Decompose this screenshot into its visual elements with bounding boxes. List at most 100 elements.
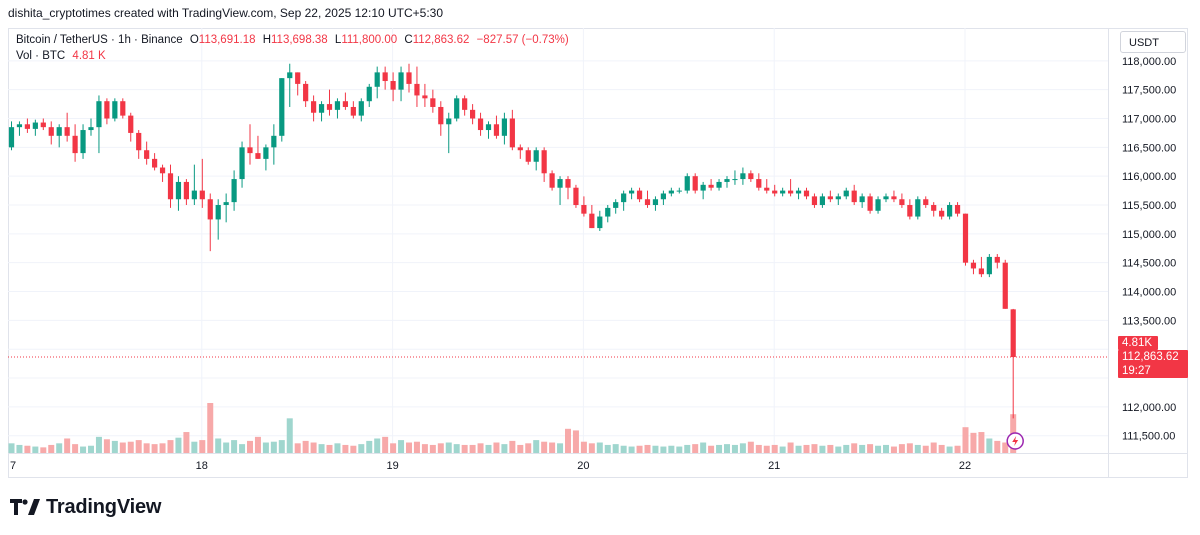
volume-bar bbox=[557, 443, 564, 453]
chart-frame: 111,500.00 112,000.00 113,500.00 114,000.00… bbox=[8, 28, 1188, 478]
volume-bar bbox=[398, 440, 405, 453]
volume-bar bbox=[318, 444, 325, 453]
chart-caption: dishita_cryptotimes created with Trading… bbox=[8, 6, 444, 20]
candle-body bbox=[446, 118, 452, 125]
volume-bar bbox=[382, 436, 389, 453]
volume-bar bbox=[215, 438, 222, 453]
candle-body bbox=[1002, 262, 1008, 309]
candle-body bbox=[636, 190, 643, 200]
volume-bar bbox=[421, 444, 428, 453]
candle-body bbox=[835, 196, 841, 200]
currency-button[interactable]: USDT bbox=[1120, 31, 1186, 53]
volume-bar bbox=[541, 441, 548, 453]
volume-bar bbox=[644, 444, 651, 453]
lightning-icon bbox=[1012, 436, 1019, 446]
candle-body bbox=[247, 147, 253, 154]
candle-body bbox=[390, 81, 396, 90]
y-tick-label: 114,500.00 bbox=[1122, 258, 1176, 270]
candle-body bbox=[899, 199, 905, 206]
candle-body bbox=[326, 104, 333, 110]
volume-bar bbox=[779, 446, 786, 453]
legend-low-value: 111,800.00 bbox=[341, 34, 398, 46]
candle-body bbox=[700, 184, 706, 191]
candle-body bbox=[263, 147, 269, 159]
y-tick-label: 117,500.00 bbox=[1122, 85, 1176, 97]
tradingview-brand[interactable]: TradingView bbox=[10, 495, 161, 519]
volume-bar bbox=[493, 442, 500, 453]
volume-bar bbox=[898, 444, 905, 453]
candle-body bbox=[56, 127, 62, 136]
volume-bar bbox=[525, 443, 532, 453]
candle-body bbox=[144, 150, 150, 159]
y-tick-label: 118,000.00 bbox=[1122, 56, 1176, 68]
volume-bar bbox=[954, 445, 961, 453]
volume-bar bbox=[668, 445, 675, 453]
volume-bar bbox=[517, 444, 524, 453]
candle-body bbox=[231, 179, 237, 203]
candle-body bbox=[732, 179, 738, 181]
legend-volume-value: 4.81 K bbox=[72, 50, 106, 62]
candle-body bbox=[199, 190, 205, 200]
volume-bar bbox=[922, 445, 929, 453]
candle-body bbox=[183, 181, 189, 200]
legend-symbol[interactable]: Bitcoin / TetherUS · 1h · Binance bbox=[16, 34, 183, 46]
candle-body bbox=[366, 86, 372, 102]
volume-bar bbox=[334, 443, 341, 453]
candle-body bbox=[1010, 309, 1016, 358]
volume-bar bbox=[199, 440, 206, 453]
volume-bar bbox=[374, 438, 381, 453]
volume-bar bbox=[978, 432, 985, 453]
candle-body bbox=[517, 147, 523, 151]
candle-body bbox=[501, 118, 507, 136]
volume-bar bbox=[278, 440, 285, 453]
volume-bar bbox=[358, 444, 365, 453]
y-tick-label: 115,000.00 bbox=[1122, 229, 1176, 241]
volume-tag: 4.81K bbox=[1118, 336, 1158, 351]
candle-body bbox=[962, 213, 969, 263]
y-tick-label: 114,000.00 bbox=[1122, 287, 1176, 299]
volume-bar bbox=[803, 444, 810, 453]
volume-bar bbox=[636, 445, 643, 453]
volume-bar bbox=[207, 403, 214, 453]
volume-bar bbox=[429, 444, 436, 453]
candlestick-chart[interactable]: 111,500.00 112,000.00 113,500.00 114,000.00… bbox=[8, 28, 1188, 478]
candle-body bbox=[756, 179, 762, 188]
candle-body bbox=[374, 72, 380, 87]
legend-volume-label[interactable]: Vol · BTC bbox=[16, 50, 66, 62]
volume-bar bbox=[660, 446, 667, 453]
volume-bar bbox=[747, 441, 754, 453]
y-tick-label: 112,000.00 bbox=[1122, 402, 1176, 414]
candle-body bbox=[334, 101, 341, 110]
volume-bar bbox=[652, 445, 659, 453]
volume-bar bbox=[159, 443, 166, 453]
volume-bar bbox=[413, 441, 420, 453]
volume-bar bbox=[628, 446, 635, 453]
candle-body bbox=[136, 132, 142, 151]
volume-bar bbox=[445, 442, 452, 453]
candle-body bbox=[342, 101, 348, 107]
legend-high-label: H bbox=[262, 34, 271, 46]
candle-body bbox=[462, 98, 468, 110]
volume-bar bbox=[143, 443, 150, 453]
candle-body bbox=[72, 135, 78, 154]
volume-bar bbox=[72, 444, 79, 453]
candle-body bbox=[271, 135, 277, 148]
volume-bar bbox=[350, 445, 357, 453]
candle-body bbox=[287, 72, 293, 79]
volume-bar bbox=[795, 445, 802, 453]
candle-body bbox=[947, 205, 953, 217]
volume-bar bbox=[437, 443, 444, 453]
legend-open-value: 113,691.18 bbox=[198, 34, 256, 46]
candle-body bbox=[986, 256, 992, 275]
volume-bar bbox=[24, 445, 31, 453]
last-price-value: 112,863.62 bbox=[1122, 351, 1179, 364]
candle-body bbox=[994, 256, 1000, 263]
volume-bar bbox=[95, 436, 102, 453]
volume-bar bbox=[835, 446, 842, 453]
volume-bar bbox=[477, 443, 484, 453]
candle-body bbox=[104, 101, 110, 119]
legend-ohlc-line: Bitcoin / TetherUS · 1h · Binance O113,6… bbox=[16, 32, 569, 48]
candle-body bbox=[120, 101, 126, 116]
volume-bar bbox=[56, 443, 63, 453]
volume-bar bbox=[596, 442, 603, 453]
